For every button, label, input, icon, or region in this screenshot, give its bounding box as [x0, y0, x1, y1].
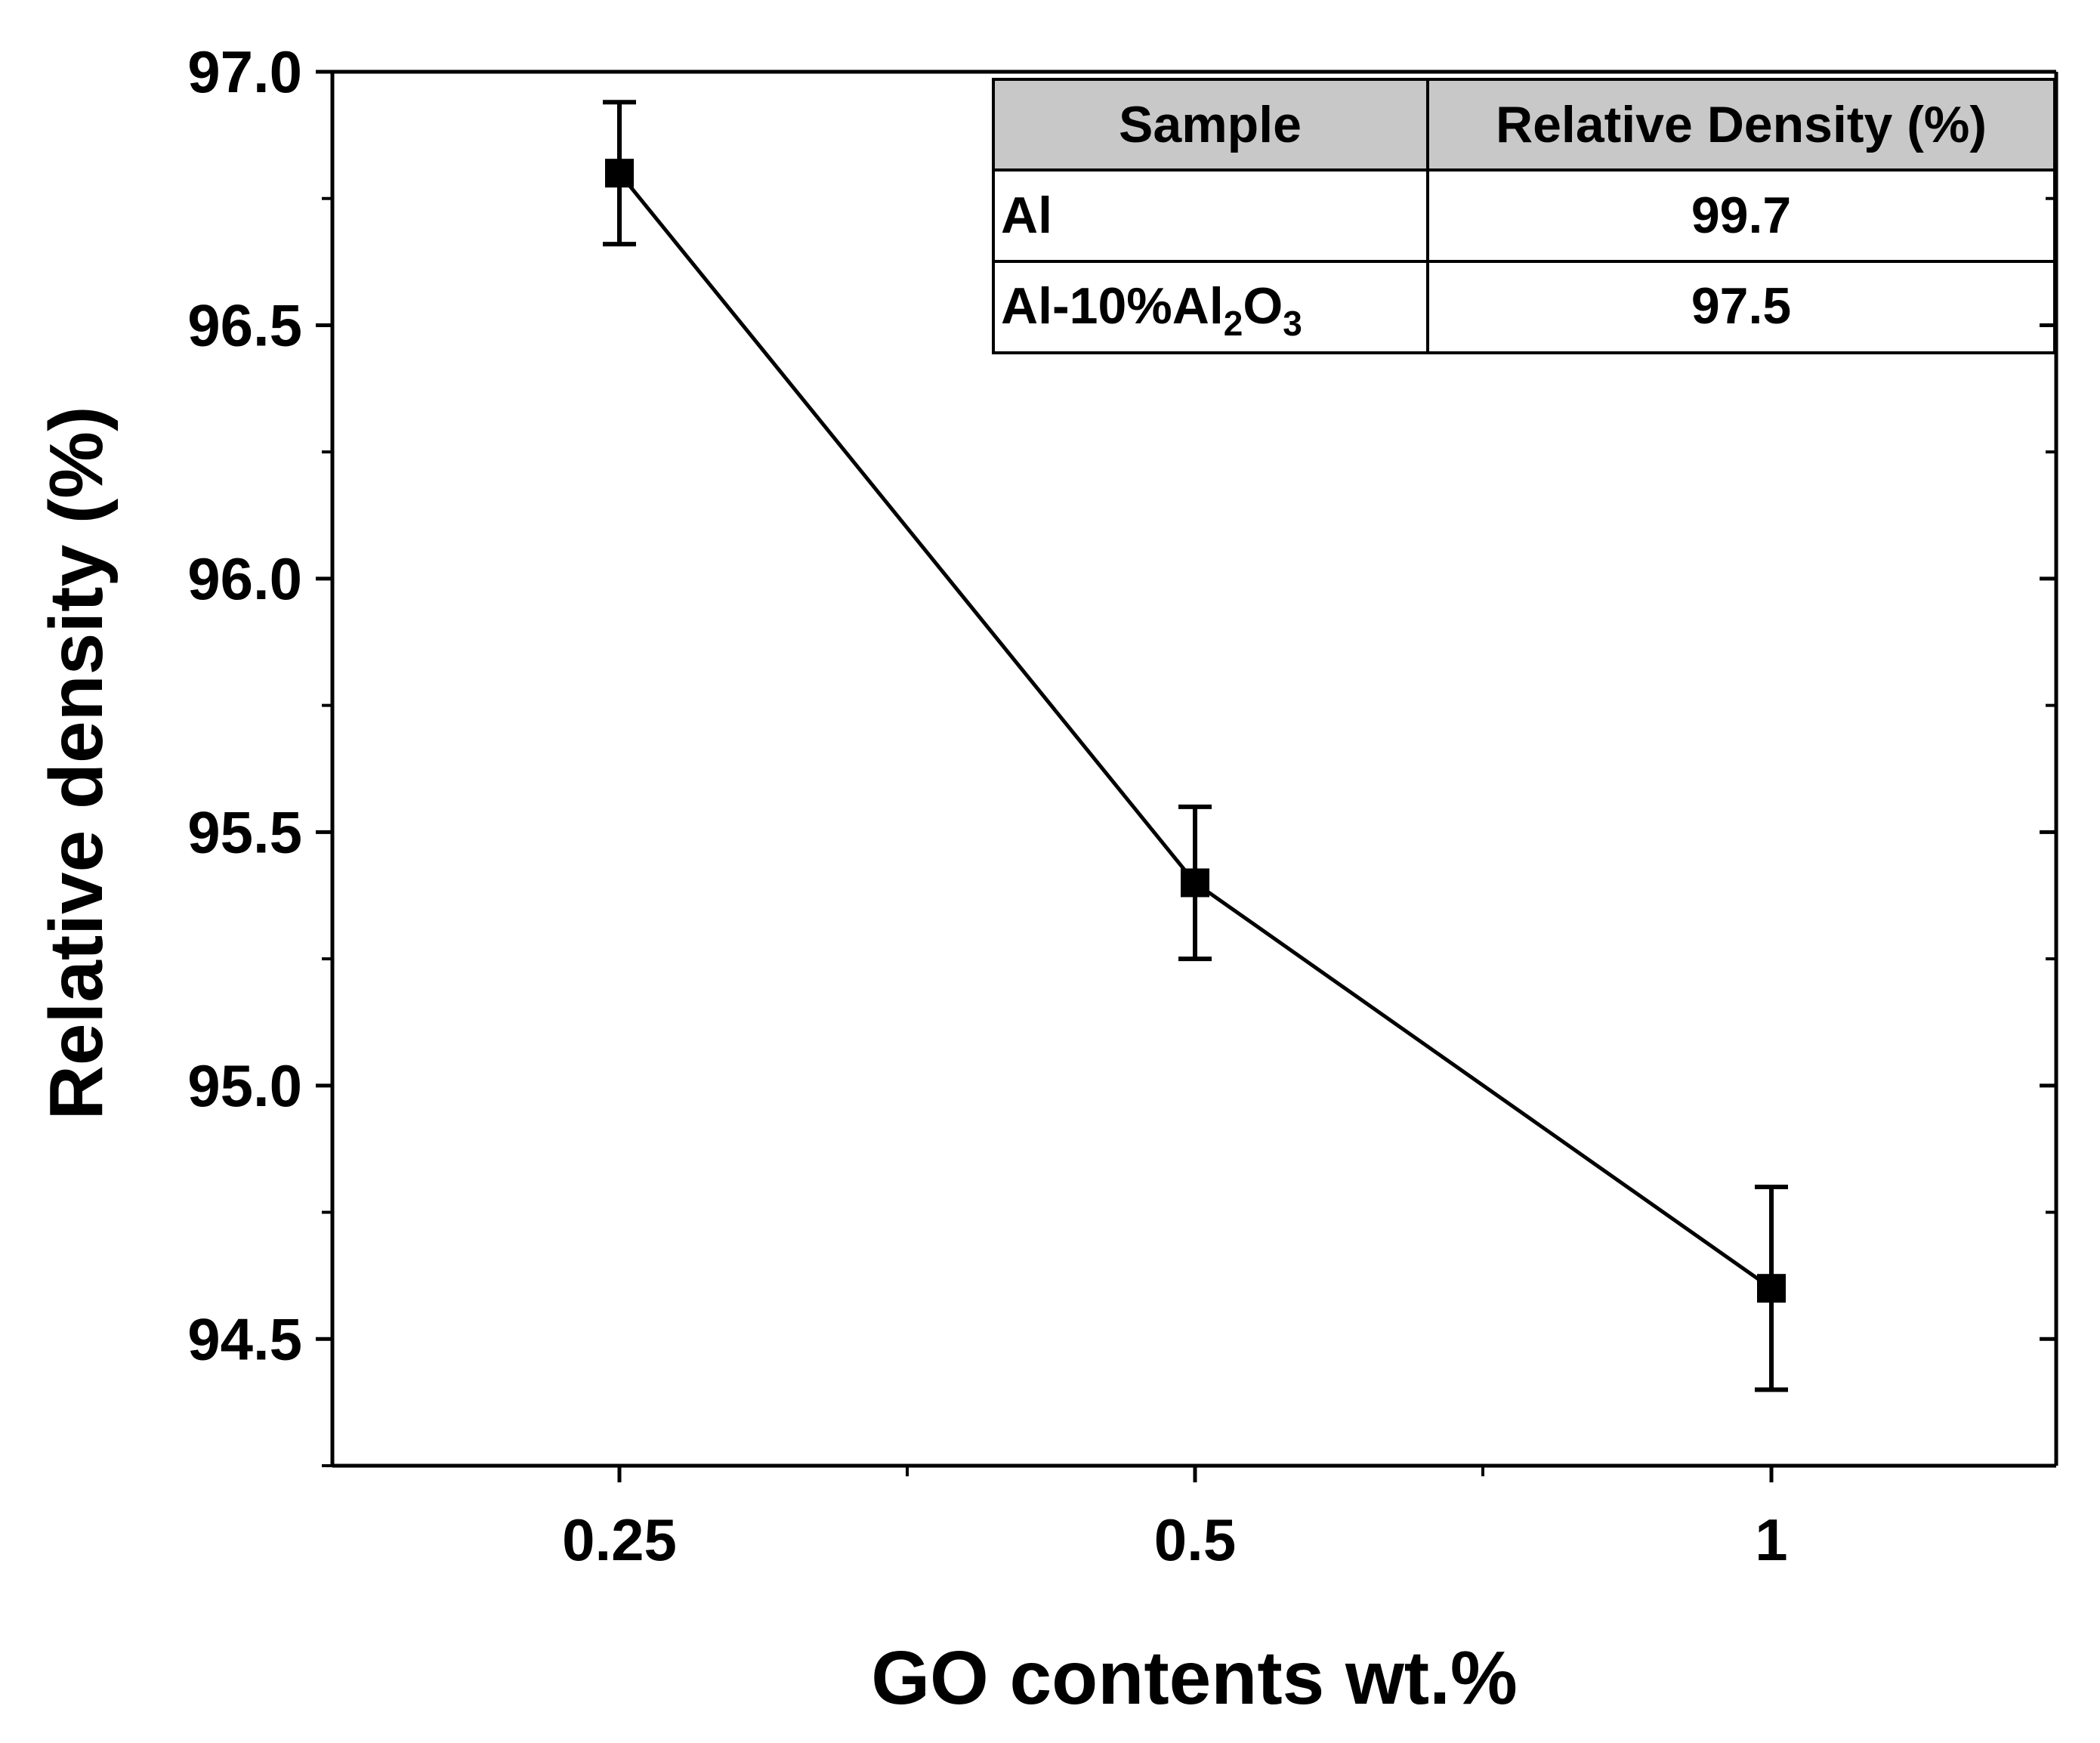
- y-axis-title: Relative density (%): [34, 406, 119, 1120]
- y-tick-label: 95.5: [187, 799, 302, 865]
- x-tick-label: 1: [1755, 1507, 1787, 1573]
- y-tick-label: 94.5: [187, 1306, 302, 1372]
- inset-row2-sample-sub2: 3: [1283, 304, 1302, 343]
- x-ticks: [617, 1466, 1774, 1482]
- inset-row2-sample-sub1: 2: [1224, 304, 1243, 343]
- data-point: [605, 159, 634, 188]
- inset-row1-sample: Al: [1001, 187, 1052, 244]
- inset-row2-sample-mid: O: [1243, 277, 1283, 335]
- x-axis-title: GO contents wt.%: [871, 1636, 1518, 1720]
- x-tick-label: 0.5: [1154, 1507, 1236, 1573]
- inset-table: Sample Relative Density (%) Al 99.7 Al-1…: [992, 78, 2056, 354]
- inset-header-sample: Sample: [1119, 96, 1302, 153]
- x-tick-labels: 0.25 0.5 1: [562, 1507, 1788, 1573]
- x-tick-label: 0.25: [562, 1507, 677, 1573]
- inset-row2-value: 97.5: [1691, 277, 1791, 335]
- y-tick-label: 96.5: [187, 292, 302, 358]
- data-point: [1757, 1274, 1786, 1303]
- data-point: [1181, 868, 1209, 898]
- inset-table-header-bg: [993, 79, 2055, 170]
- y-tick-labels: 94.5 95.0 95.5 96.0 96.5 97.0: [187, 39, 302, 1372]
- y-ticks: [316, 70, 2056, 1467]
- inset-row2-sample: Al-10%Al2O3: [1001, 277, 1302, 343]
- inset-row2-sample-main: Al-10%Al: [1001, 277, 1224, 335]
- series-layer: [603, 100, 1788, 1392]
- y-tick-label: 95.0: [187, 1052, 302, 1119]
- y-tick-label: 97.0: [187, 39, 302, 105]
- inset-header-density: Relative Density (%): [1496, 96, 1987, 153]
- y-tick-label: 96.0: [187, 545, 302, 612]
- inset-table-border: [992, 78, 2056, 354]
- inset-row1-value: 99.7: [1691, 187, 1791, 244]
